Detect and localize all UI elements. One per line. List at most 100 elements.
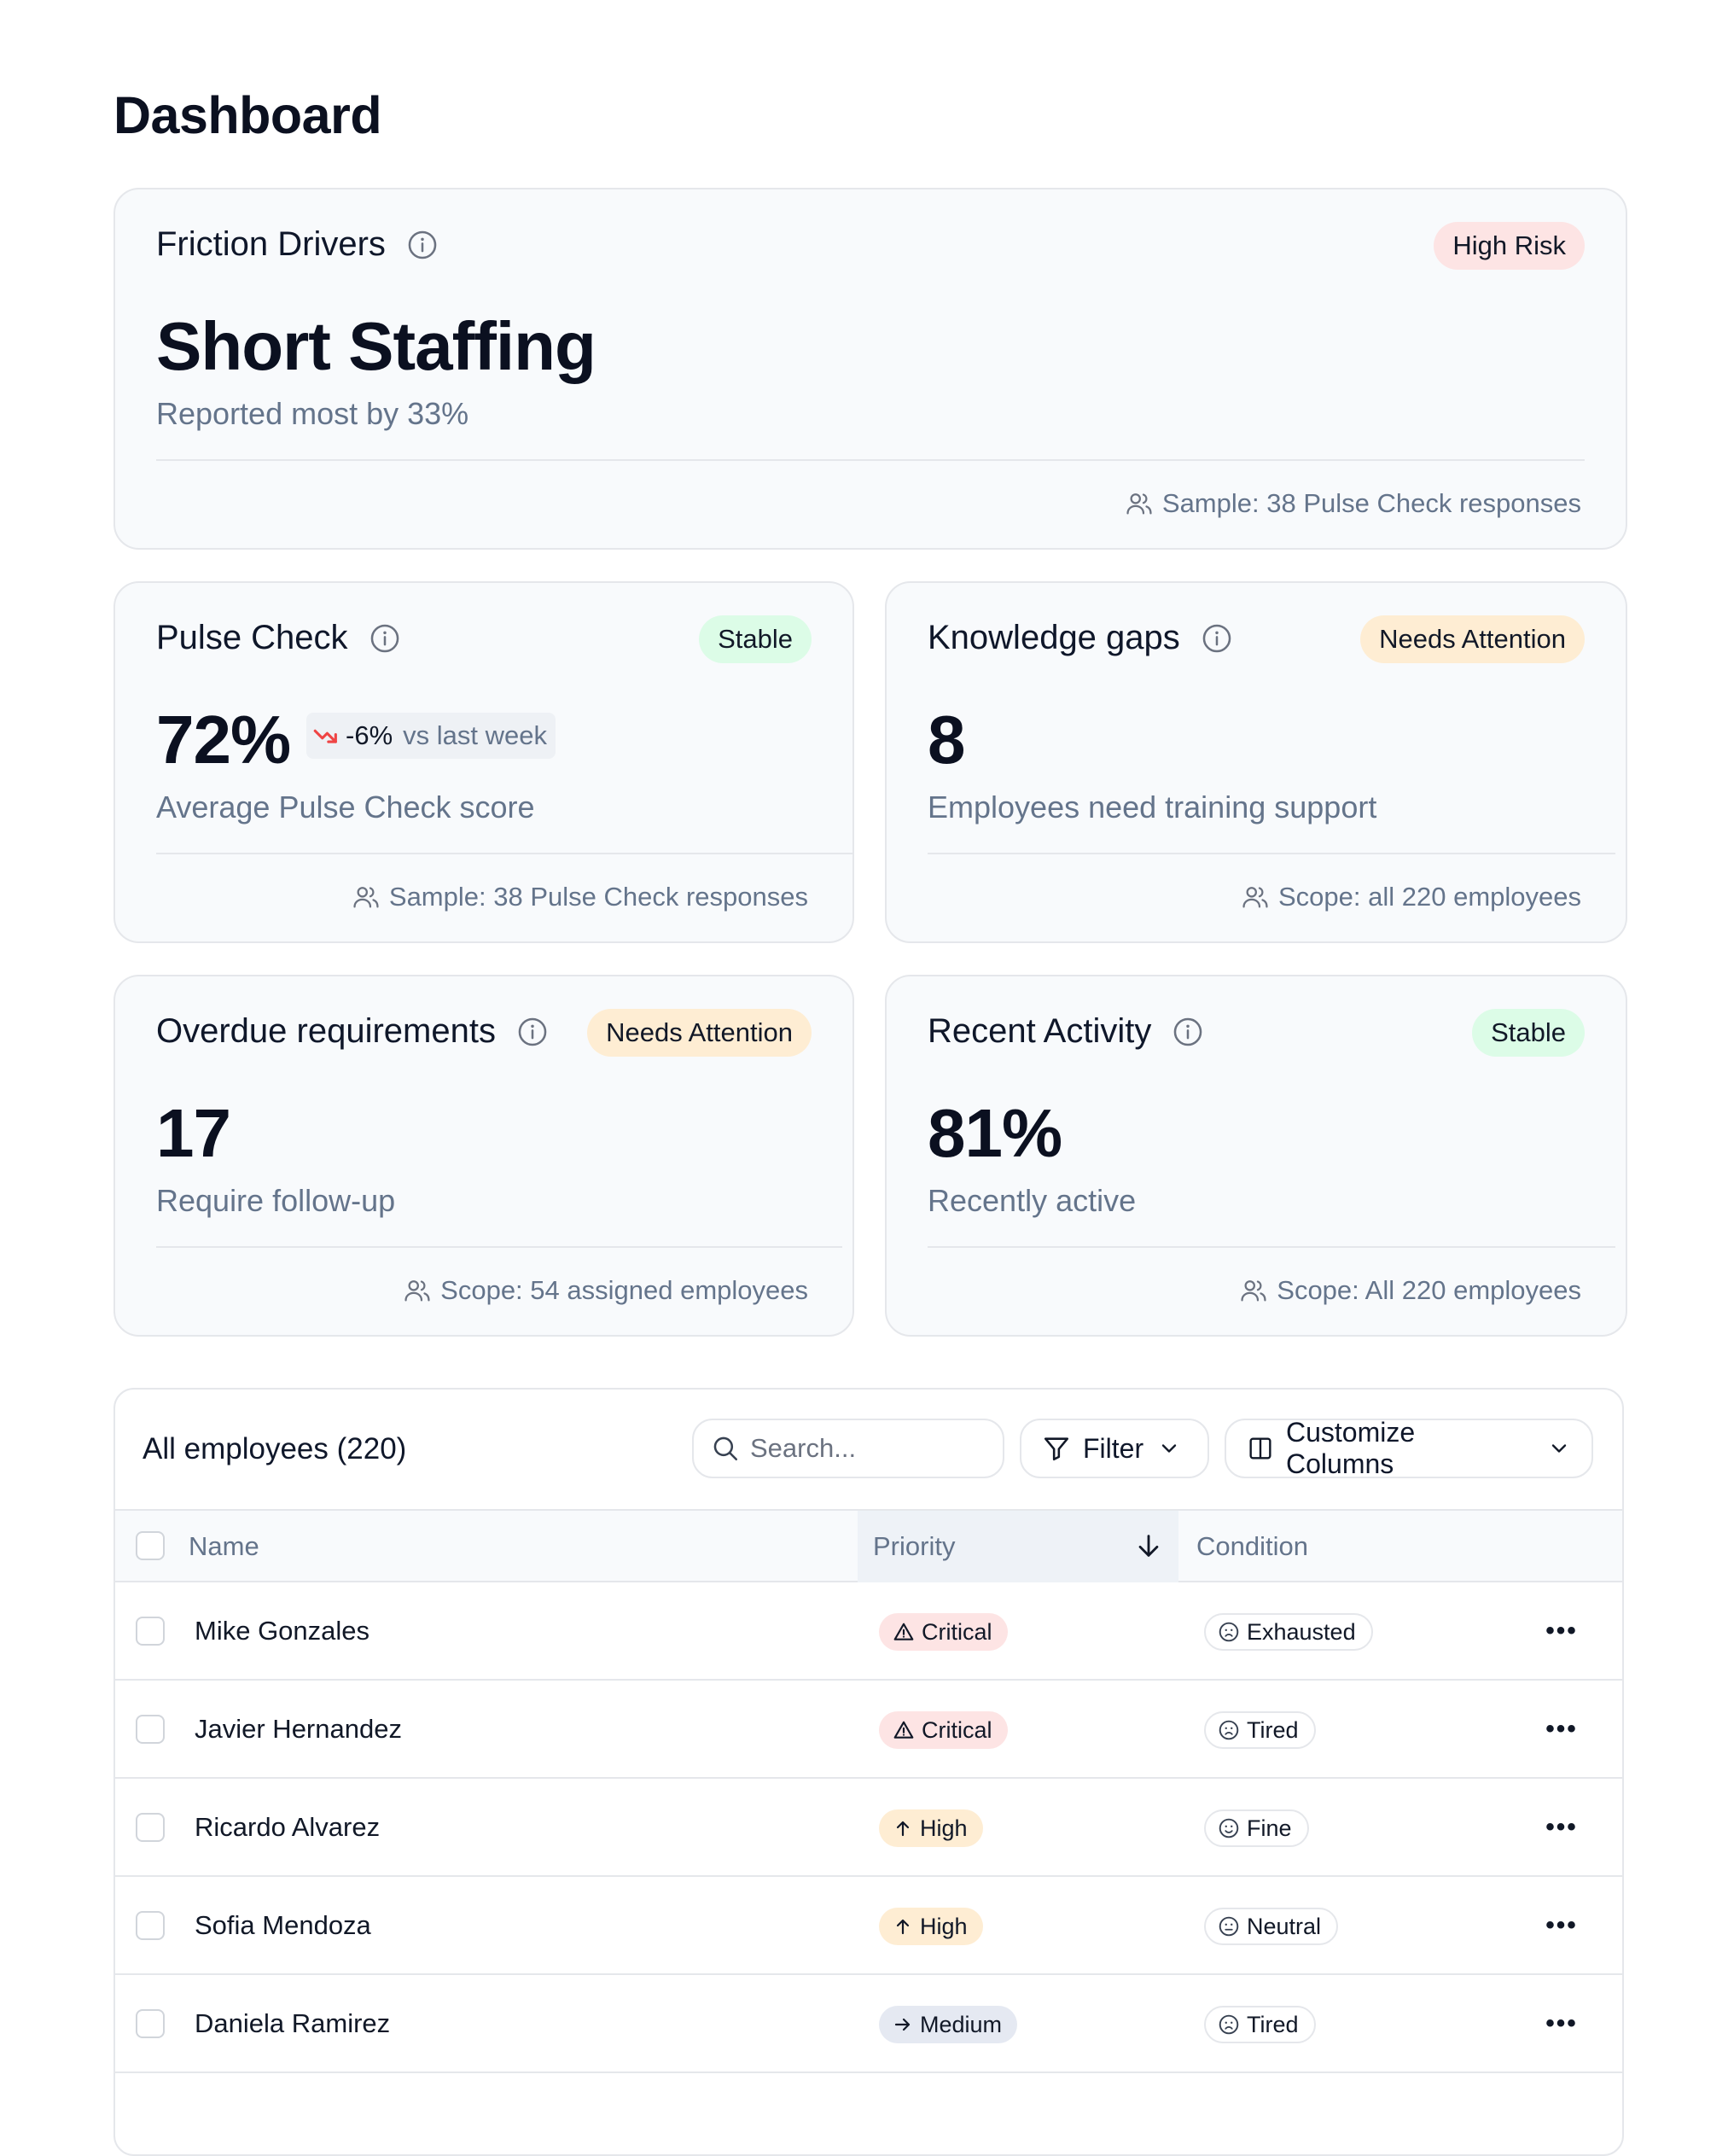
footer-text: Sample: 38 Pulse Check responses [1161,488,1581,518]
card-title: Pulse Check [156,619,401,657]
divider [928,853,1615,854]
page-title: Dashboard [113,86,382,144]
select-all-checkbox[interactable] [136,1531,165,1560]
condition-label: Exhausted [1247,1618,1356,1645]
arrow-up-icon [896,1919,910,1935]
search-icon [713,1436,738,1461]
condition-badge: Tired [1204,2006,1316,2043]
activity-value: 81% [928,1095,1062,1171]
pulse-title: Pulse Check [156,619,348,656]
pulse-check-card: Pulse Check Stable 72% -6% vs last week … [113,581,854,943]
card-title: Friction Drivers [156,225,439,264]
face-icon [1218,1719,1240,1741]
activity-title: Recent Activity [928,1012,1152,1050]
delta-label: vs last week [403,720,547,750]
more-horizontal-icon[interactable]: ••• [1545,1617,1578,1645]
info-icon[interactable] [406,229,439,261]
row-checkbox[interactable] [136,1715,165,1744]
condition-label: Tired [1247,2011,1299,2037]
priority-badge: High [879,1809,983,1847]
knowledge-gaps-card: Knowledge gaps Needs Attention 8 Employe… [885,581,1627,943]
condition-label: Fine [1247,1815,1292,1841]
condition-badge: Exhausted [1204,1613,1373,1651]
filter-icon [1044,1437,1069,1461]
status-badge: High Risk [1434,222,1585,270]
overdue-requirements-card: Overdue requirements Needs Attention 17 … [113,975,854,1337]
employee-name: Ricardo Alvarez [195,1811,381,1842]
more-horizontal-icon[interactable]: ••• [1545,1715,1578,1743]
employees-table: All employees (220) Filter Customize Col… [113,1388,1624,2156]
customize-columns-button[interactable]: Customize Columns [1225,1417,1593,1479]
footer-text: Scope: 54 assigned employees [440,1275,808,1305]
priority-label: Critical [922,1716,992,1743]
friction-value: Short Staffing [156,308,596,384]
condition-badge: Fine [1204,1809,1309,1847]
condition-label: Tired [1247,1716,1299,1743]
overdue-title: Overdue requirements [156,1012,496,1050]
priority-badge: Medium [879,2006,1018,2043]
arrow-down-icon[interactable] [1134,1531,1163,1560]
delta-chip: -6% vs last week [306,713,556,759]
card-footer: Scope: 54 assigned employees [403,1275,808,1306]
users-icon [352,883,381,912]
card-title: Overdue requirements [156,1012,549,1051]
card-footer: Scope: All 220 employees [1239,1275,1581,1306]
table-title: All employees (220) [143,1432,407,1465]
table-row[interactable]: Ricardo Alvarez High Fine ••• [115,1779,1622,1877]
row-checkbox[interactable] [136,1911,165,1940]
delta-value: -6% [346,720,393,750]
card-footer: Scope: all 220 employees [1241,882,1581,912]
card-title: Recent Activity [928,1012,1204,1051]
knowledge-value: 8 [928,702,965,778]
overdue-value: 17 [156,1095,231,1171]
priority-label: Critical [922,1618,992,1645]
divider [156,853,852,854]
priority-label: High [920,1815,968,1841]
row-checkbox[interactable] [136,2009,165,2038]
table-row[interactable]: Daniela Ramirez Medium Tired ••• [115,1975,1622,2073]
card-footer: Sample: 38 Pulse Check responses [352,882,808,912]
more-horizontal-icon[interactable]: ••• [1545,2009,1578,2037]
divider [156,459,1585,461]
condition-label: Neutral [1247,1913,1322,1939]
table-row[interactable]: Javier Hernandez Critical Tired ••• [115,1681,1622,1779]
row-checkbox[interactable] [136,1813,165,1842]
row-checkbox[interactable] [136,1617,165,1646]
info-icon[interactable] [369,622,401,655]
column-header-priority[interactable]: Priority [873,1531,956,1561]
table-row[interactable]: Sofia Mendoza High Neutral ••• [115,1877,1622,1975]
columns-icon [1249,1437,1271,1460]
activity-subtext: Recently active [928,1183,1137,1218]
friction-title: Friction Drivers [156,225,386,263]
search-box[interactable] [692,1419,1004,1478]
table-row[interactable] [115,2073,1622,2154]
alert-triangle-icon [893,1721,914,1739]
column-header-name[interactable]: Name [189,1531,259,1561]
info-icon[interactable] [1201,622,1233,655]
users-icon [1241,883,1270,912]
column-header-condition[interactable]: Condition [1196,1531,1308,1561]
status-badge: Needs Attention [1360,615,1585,663]
pulse-value: 72% [156,702,291,778]
filter-button[interactable]: Filter [1020,1419,1209,1478]
condition-badge: Neutral [1204,1908,1339,1945]
chevron-down-icon [1551,1444,1567,1453]
info-icon[interactable] [516,1016,549,1048]
divider [928,1246,1615,1248]
more-horizontal-icon[interactable]: ••• [1545,1813,1578,1841]
face-icon [1218,1621,1240,1643]
friction-subtext: Reported most by 33% [156,396,469,431]
priority-label: Medium [920,2011,1003,2037]
face-icon [1218,1915,1240,1937]
knowledge-subtext: Employees need training support [928,790,1377,825]
search-input[interactable] [750,1433,980,1464]
table-row[interactable]: Mike Gonzales Critical Exhausted ••• [115,1582,1622,1681]
columns-label: Customize Columns [1286,1417,1416,1479]
footer-text: Scope: All 220 employees [1277,1275,1581,1305]
priority-sort-highlight [858,1511,1178,1582]
info-icon[interactable] [1172,1016,1204,1048]
priority-label: High [920,1913,968,1939]
condition-badge: Tired [1204,1711,1316,1749]
more-horizontal-icon[interactable]: ••• [1545,1911,1578,1939]
friction-drivers-card: Friction Drivers High Risk Short Staffin… [113,188,1627,550]
